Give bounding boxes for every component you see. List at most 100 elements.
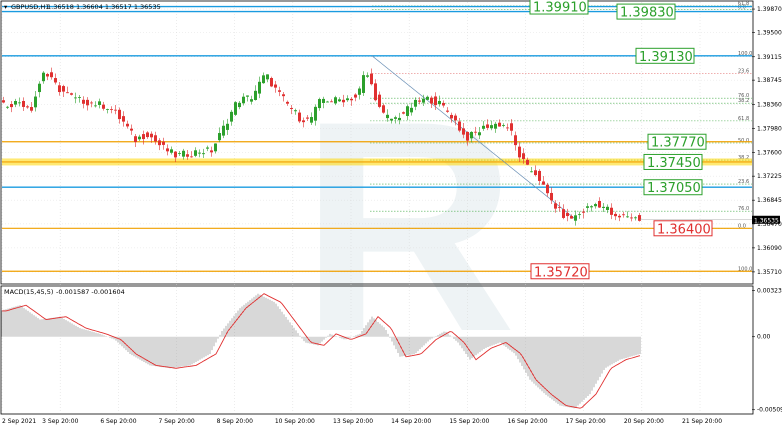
candle-body — [178, 153, 181, 154]
candle-body — [58, 85, 61, 93]
x-tick-label: 20 Sep 20:00 — [624, 418, 664, 425]
y-tick-label: 1.36470 — [757, 221, 782, 228]
y-tick-label: 1.38360 — [757, 101, 782, 108]
candle-body — [22, 100, 25, 107]
candle-body — [378, 94, 381, 107]
x-tick-label: 3 Sep 20:00 — [42, 418, 78, 425]
candle-body — [446, 110, 449, 112]
candle-body — [566, 212, 569, 217]
candle-body — [326, 101, 329, 103]
candle-body — [286, 101, 289, 104]
candle-body — [426, 96, 429, 100]
candle-body — [158, 140, 161, 146]
candle-body — [230, 111, 233, 122]
macd-y-tick-label: 0.003238 — [757, 287, 782, 294]
candle-body — [186, 154, 189, 157]
collapse-arrow-icon[interactable]: ▾ — [4, 3, 8, 11]
level-badge — [643, 153, 703, 170]
x-tick-label: 10 Sep 20:00 — [275, 418, 315, 425]
fib-level-label: 61.8 — [738, 116, 749, 122]
candle-body — [98, 101, 101, 105]
candle-body — [118, 109, 121, 120]
candle-body — [122, 116, 125, 122]
level-badge — [647, 133, 707, 150]
candle-body — [610, 207, 613, 215]
level-badge-label: 1.36400 — [657, 222, 711, 237]
candle-body — [526, 159, 529, 165]
candle-body — [562, 209, 565, 218]
x-tick-label: 14 Sep 20:00 — [391, 418, 431, 425]
candle-body — [606, 206, 609, 210]
macd-layer — [1, 293, 641, 409]
candle-layer — [2, 67, 641, 226]
candle-body — [50, 72, 53, 78]
candle-body — [194, 150, 197, 156]
candle-body — [578, 214, 581, 216]
x-tick-label: 2 Sep 2021 — [2, 418, 36, 425]
macd-values: -0.001587 -0.001604 — [56, 288, 125, 296]
candle-body — [242, 96, 245, 104]
candle-body — [138, 136, 141, 140]
x-tick-label: 15 Sep 20:00 — [449, 418, 489, 425]
y-tick-label: 1.35710 — [757, 269, 782, 276]
candle-body — [70, 93, 73, 95]
candle-body — [630, 217, 633, 219]
macd-title: MACD(15,45,5) — [4, 288, 53, 296]
y-tick-label: 1.37600 — [757, 149, 782, 156]
candle-body — [430, 97, 433, 104]
fib-level-label: 50.0 — [738, 138, 749, 144]
candle-body — [10, 104, 13, 108]
candle-body — [614, 213, 617, 217]
y-tick-label: 1.38745 — [757, 77, 782, 84]
candle-body — [102, 104, 105, 109]
candle-body — [366, 75, 369, 77]
candle-body — [318, 99, 321, 109]
y-tick-label: 1.37225 — [757, 173, 782, 180]
candle-body — [202, 153, 205, 155]
candle-body — [434, 96, 437, 106]
candle-body — [166, 148, 169, 152]
candle-body — [210, 150, 213, 153]
level-badge-label: 1.35720 — [534, 265, 588, 280]
candle-body — [338, 99, 341, 102]
candle-body — [626, 216, 629, 218]
candle-body — [298, 112, 301, 122]
candle-body — [2, 100, 5, 103]
candle-body — [406, 106, 409, 116]
candle-body — [554, 203, 557, 209]
chart-title: GBPUSD,H1 — [11, 3, 49, 11]
candle-body — [78, 97, 81, 98]
candle-body — [570, 216, 573, 219]
fib-level-label: 23.6 — [738, 179, 749, 185]
candle-body — [494, 123, 497, 129]
candle-body — [314, 106, 317, 121]
fib-level-label: 76.0 — [738, 93, 749, 99]
candle-body — [130, 128, 133, 131]
macd-signal-line — [2, 293, 641, 409]
candle-body — [498, 122, 501, 127]
candle-body — [6, 106, 9, 108]
candle-body — [558, 207, 561, 208]
candle-body — [370, 73, 373, 85]
trend-layer — [371, 55, 576, 220]
level-badge — [616, 3, 676, 20]
x-tick-label: 16 Sep 20:00 — [508, 418, 548, 425]
price-panel[interactable] — [0, 0, 754, 285]
x-tick-label: 7 Sep 20:00 — [159, 418, 195, 425]
axis-layer: 2 Sep 2021 3 Sep 20:00 6 Sep 20:00 7 Sep 20… — [2, 6, 782, 425]
candle-body — [534, 170, 537, 176]
candle-body — [466, 131, 469, 141]
candle-body — [414, 99, 417, 107]
candle-body — [42, 72, 45, 82]
candle-body — [142, 134, 145, 140]
candle-body — [206, 147, 209, 149]
candle-body — [398, 117, 401, 121]
candle-body — [594, 204, 597, 207]
y-tick-label: 1.36090 — [757, 245, 782, 252]
candle-body — [154, 135, 157, 142]
macd-y-tick-label: -0.005093 — [757, 407, 782, 414]
macd-panel[interactable] — [0, 285, 754, 415]
candle-body — [310, 117, 313, 123]
candle-body — [390, 118, 393, 121]
